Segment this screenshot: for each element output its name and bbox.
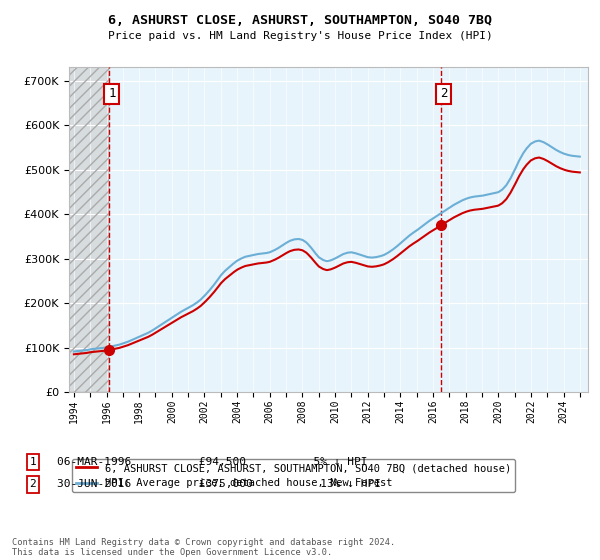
Text: 6, ASHURST CLOSE, ASHURST, SOUTHAMPTON, SO40 7BQ: 6, ASHURST CLOSE, ASHURST, SOUTHAMPTON, … <box>108 14 492 27</box>
Text: 2: 2 <box>29 479 37 489</box>
Text: Contains HM Land Registry data © Crown copyright and database right 2024.
This d: Contains HM Land Registry data © Crown c… <box>12 538 395 557</box>
Text: 30-JUN-2016          £375,000          13% ↓ HPI: 30-JUN-2016 £375,000 13% ↓ HPI <box>57 479 381 489</box>
Bar <box>69 67 109 392</box>
Text: 1: 1 <box>108 87 116 100</box>
Text: 06-MAR-1996          £94,500          5% ↓ HPI: 06-MAR-1996 £94,500 5% ↓ HPI <box>57 457 367 467</box>
Text: Price paid vs. HM Land Registry's House Price Index (HPI): Price paid vs. HM Land Registry's House … <box>107 31 493 41</box>
Text: 2: 2 <box>440 87 448 100</box>
Text: 1: 1 <box>29 457 37 467</box>
Bar <box>69 67 109 392</box>
Legend: 6, ASHURST CLOSE, ASHURST, SOUTHAMPTON, SO40 7BQ (detached house), HPI: Average : 6, ASHURST CLOSE, ASHURST, SOUTHAMPTON, … <box>71 459 515 492</box>
